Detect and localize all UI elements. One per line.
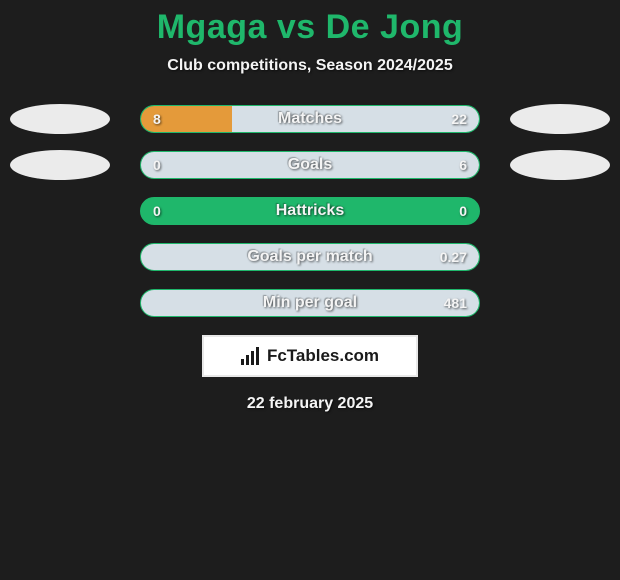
right-fill <box>141 290 479 316</box>
right-fill <box>141 244 479 270</box>
stat-bar: Hattricks0 0 <box>140 197 480 225</box>
stat-row: Hattricks0 0 <box>0 197 620 225</box>
stat-bar: Goals06 <box>140 151 480 179</box>
right-team-ellipse <box>510 104 610 134</box>
stat-row: Goals06 <box>0 151 620 179</box>
brand-text: FcTables.com <box>267 346 379 366</box>
stat-bar: Goals per match0.27 <box>140 243 480 271</box>
right-value: 0 <box>459 198 467 224</box>
left-team-ellipse <box>10 104 110 134</box>
page-subtitle: Club competitions, Season 2024/2025 <box>0 57 620 75</box>
stat-bar: Min per goal481 <box>140 289 480 317</box>
left-value: 0 <box>153 198 161 224</box>
stat-label: Hattricks <box>141 198 479 224</box>
stat-row: Min per goal481 <box>0 289 620 317</box>
right-fill <box>141 152 479 178</box>
comparison-infographic: Mgaga vs De Jong Club competitions, Seas… <box>0 0 620 580</box>
left-fill <box>141 106 232 132</box>
bar-chart-icon <box>241 347 261 365</box>
stat-row: Goals per match0.27 <box>0 243 620 271</box>
right-team-ellipse <box>510 150 610 180</box>
left-team-ellipse <box>10 150 110 180</box>
stat-bar: Matches822 <box>140 105 480 133</box>
stat-rows-container: Matches822 Goals06 Hattricks0 0 Goals per ma… <box>0 105 620 317</box>
brand-box: FcTables.com <box>202 335 418 377</box>
stat-row: Matches822 <box>0 105 620 133</box>
right-fill <box>232 106 479 132</box>
date-text: 22 february 2025 <box>0 395 620 413</box>
page-title: Mgaga vs De Jong <box>0 0 620 47</box>
